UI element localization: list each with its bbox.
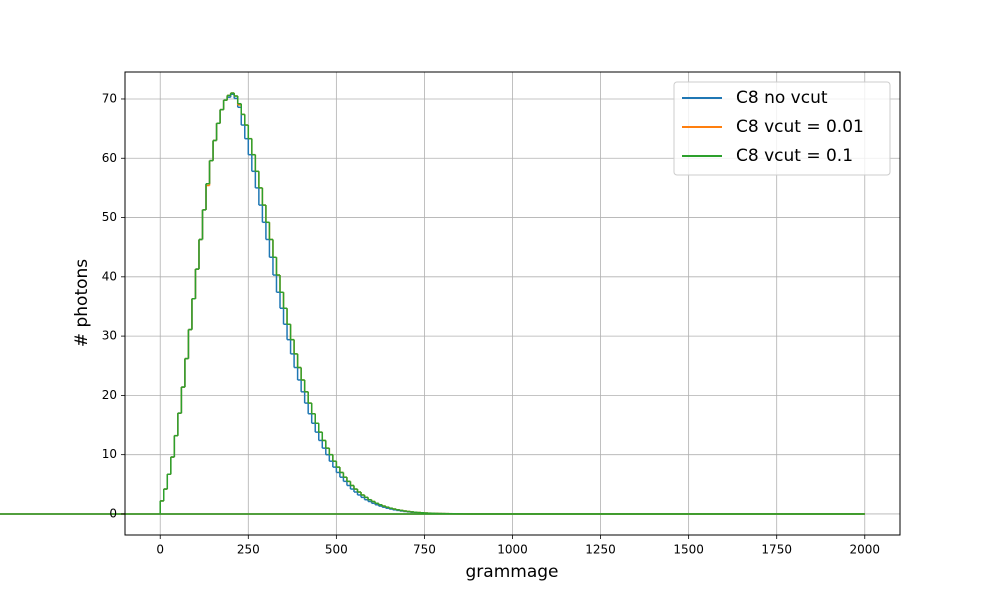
plot-area [0, 92, 865, 515]
series [0, 92, 865, 515]
x-tick-label: 500 [325, 543, 348, 557]
x-tick-label: 1500 [673, 543, 704, 557]
x-tick-label: 750 [413, 543, 436, 557]
y-tick-label: 20 [102, 388, 117, 402]
legend-frame [673, 81, 891, 176]
legend-label: C8 no vcut [736, 88, 828, 108]
y-tick-label: 70 [102, 91, 117, 105]
x-tick-label: 2000 [849, 543, 880, 557]
y-tick-label: 40 [102, 269, 117, 283]
y-axis-label: # photons [72, 259, 92, 347]
x-tick-label: 1750 [761, 543, 792, 557]
x-axis-label: grammage [466, 562, 559, 582]
y-tick-label: 50 [102, 210, 117, 224]
y-tick-label: 10 [102, 447, 117, 461]
legend-label: C8 vcut = 0.1 [736, 146, 853, 166]
ticks: 0 250 500 750 1000 1250 1500 1750 2000 0 10 20 30 40 5… [102, 91, 880, 556]
y-tick-label: 0 [109, 506, 117, 520]
x-tick-label: 1250 [585, 543, 616, 557]
y-tick-label: 60 [102, 151, 117, 165]
x-tick-label: 1000 [497, 543, 528, 557]
legend-label: C8 vcut = 0.01 [736, 117, 864, 137]
y-tick-label: 30 [102, 329, 117, 343]
x-tick-label: 250 [237, 543, 260, 557]
x-tick-label: 0 [156, 543, 164, 557]
legend: C8 no vcut C8 vcut = 0.01 C8 vcut = 0.1 [673, 81, 891, 176]
